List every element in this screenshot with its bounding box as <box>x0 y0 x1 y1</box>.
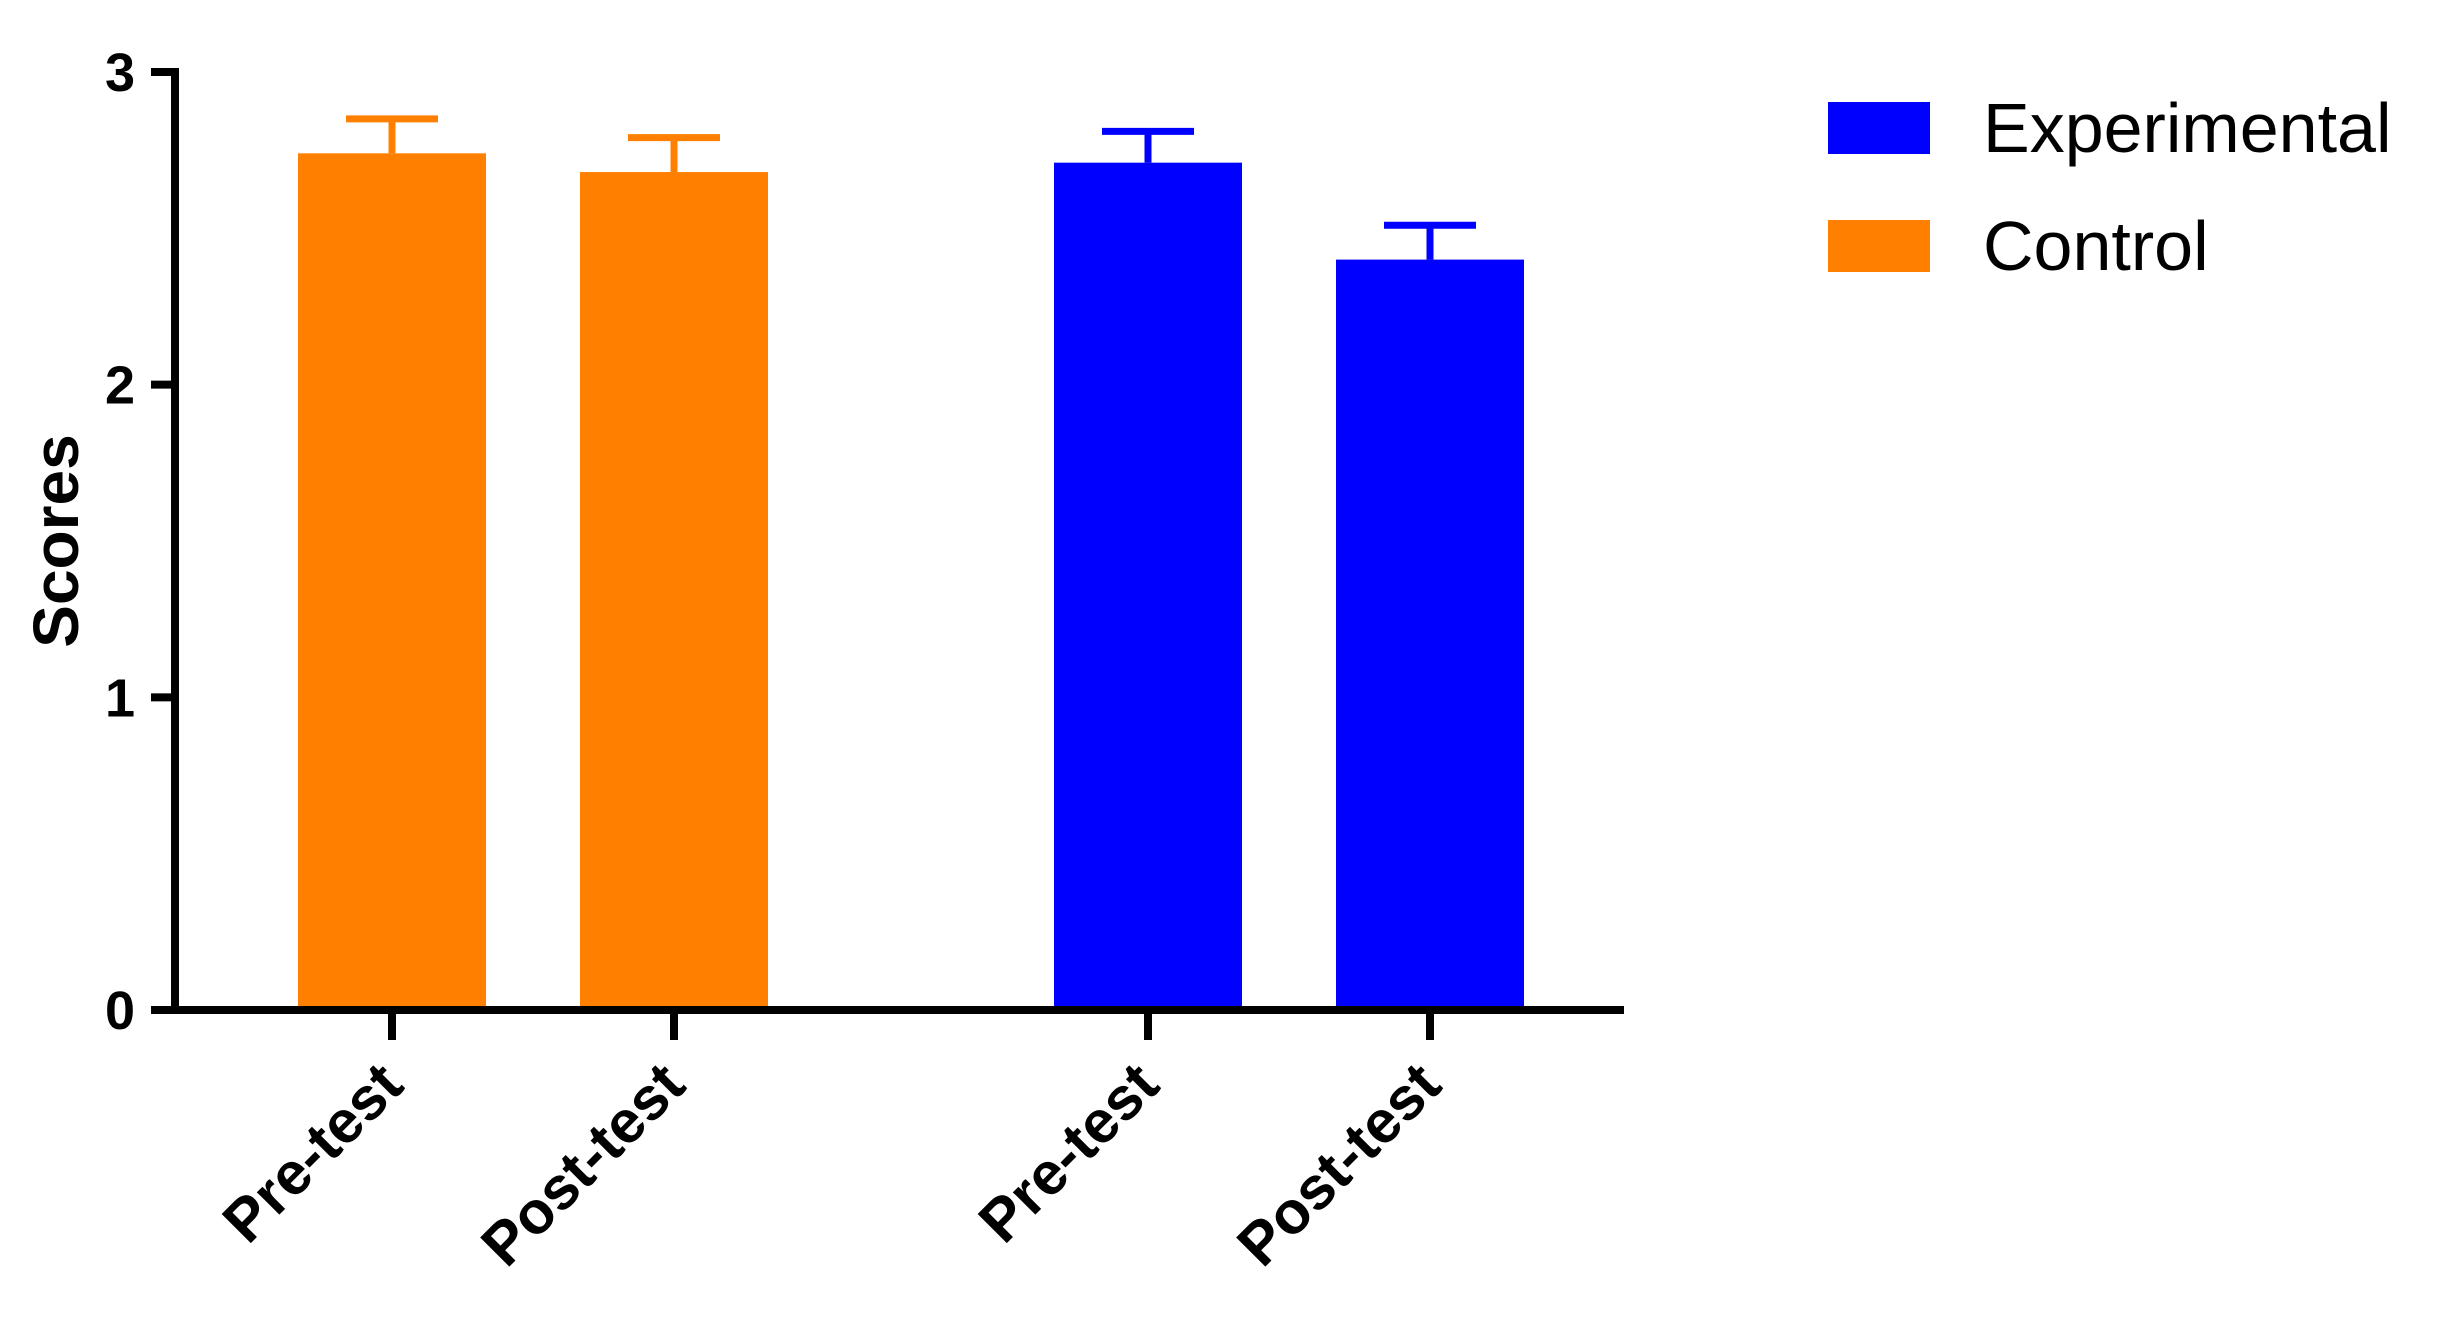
bar-control-pre-test <box>298 153 486 1010</box>
axes-layer <box>171 68 1624 1014</box>
bar-experimental-post-test <box>1336 259 1524 1011</box>
x-tick-label: Pre-test <box>966 1050 1171 1255</box>
error-bars-layer <box>346 115 1476 260</box>
y-axis-title: Scores <box>20 434 92 647</box>
legend-swatch-control <box>1828 220 1930 272</box>
x-tick-label: Post-test <box>1224 1050 1453 1279</box>
legend-label-experimental: Experimental <box>1983 89 2392 167</box>
y-tick-label: 3 <box>105 43 135 103</box>
y-tick-label: 1 <box>105 668 135 728</box>
x-ticks-layer: Pre-test Post-test Pre-test Post-test <box>210 1010 1453 1279</box>
y-tick-label: 2 <box>105 356 135 416</box>
bar-control-post-test <box>580 172 768 1010</box>
bar-experimental-pre-test <box>1054 162 1242 1010</box>
y-ticks-layer: 0 1 2 3 <box>105 43 175 1041</box>
y-tick-label: 0 <box>105 981 135 1041</box>
bars-layer <box>298 153 1524 1011</box>
legend-swatch-experimental <box>1828 102 1930 154</box>
legend-label-control: Control <box>1983 207 2209 285</box>
x-tick-label: Pre-test <box>210 1050 415 1255</box>
legend: Experimental Control <box>1828 89 2392 285</box>
x-tick-label: Post-test <box>468 1050 697 1279</box>
